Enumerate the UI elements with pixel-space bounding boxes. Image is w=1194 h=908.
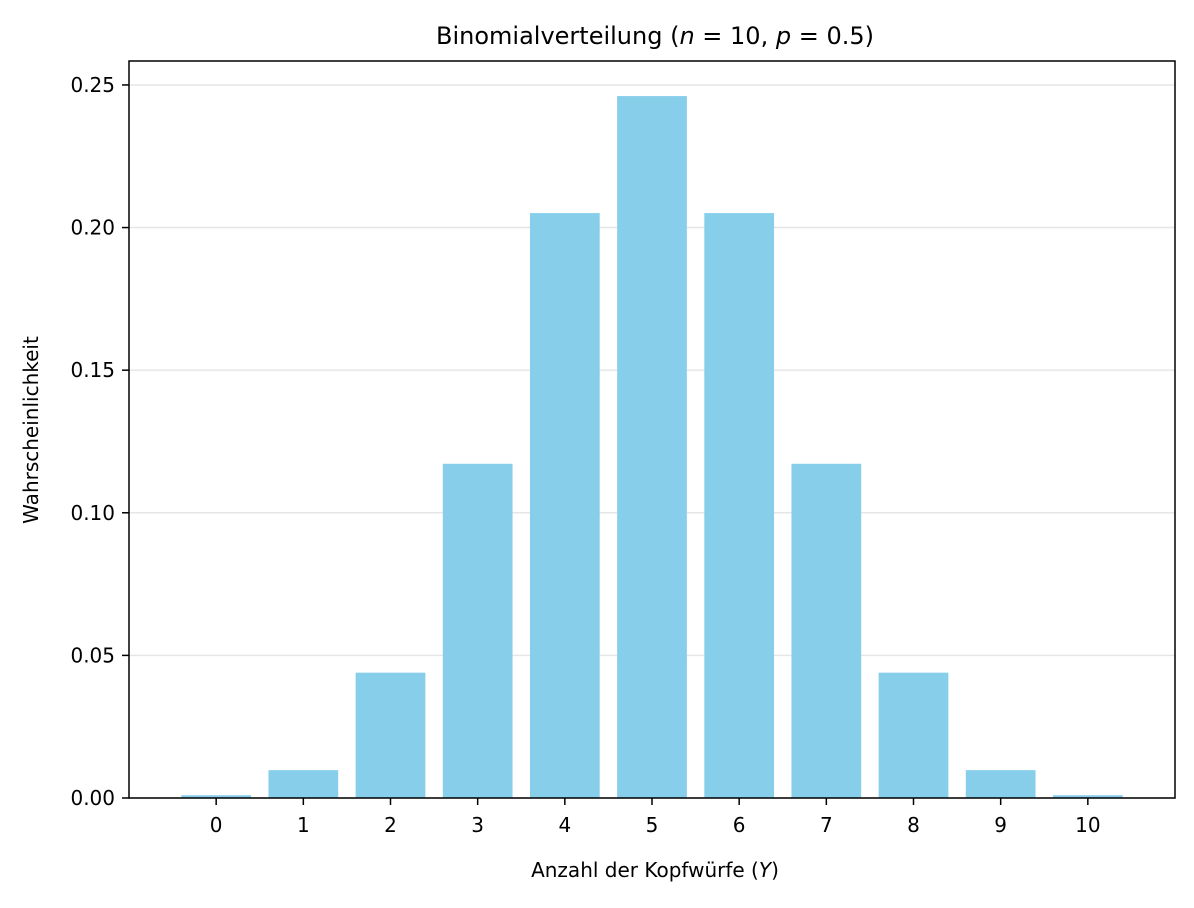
- x-tick-label: 6: [733, 813, 746, 837]
- bars: [181, 96, 1123, 799]
- x-axis-ticks: 0 1 2 3 4 5 6 7 8 9 10: [210, 798, 1101, 837]
- x-tick-label: 0: [210, 813, 223, 837]
- x-tick-label: 3: [471, 813, 484, 837]
- y-tick-label: 0.15: [70, 358, 115, 382]
- y-tick-label: 0.25: [70, 73, 115, 97]
- y-tick-label: 0.20: [70, 216, 115, 240]
- x-tick-label: 7: [820, 813, 833, 837]
- x-tick-label: 10: [1075, 813, 1100, 837]
- y-tick-label: 0.00: [70, 786, 115, 810]
- bar-1: [268, 770, 339, 798]
- bar-4: [529, 213, 600, 798]
- bar-3: [442, 463, 513, 798]
- bar-2: [355, 672, 426, 798]
- x-axis-label: Anzahl der Kopfwürfe (Y): [531, 858, 779, 882]
- bar-7: [791, 463, 862, 798]
- bar-5: [617, 96, 687, 799]
- y-tick-label: 0.05: [70, 643, 115, 667]
- bar-9: [965, 770, 1036, 798]
- x-tick-label: 1: [297, 813, 310, 837]
- bar-10: [1052, 795, 1123, 798]
- x-tick-label: 5: [646, 813, 659, 837]
- bar-8: [878, 672, 949, 798]
- x-tick-label: 4: [558, 813, 571, 837]
- x-tick-label: 9: [994, 813, 1007, 837]
- y-tick-label: 0.10: [70, 501, 115, 525]
- bar-6: [704, 213, 775, 798]
- y-axis-label: Wahrscheinlichkeit: [19, 336, 43, 524]
- x-tick-label: 2: [384, 813, 397, 837]
- chart-title: Binomialverteilung (n = 10, p = 0.5): [436, 22, 874, 50]
- y-axis-ticks: 0.00 0.05 0.10 0.15 0.20 0.25: [70, 73, 129, 810]
- x-tick-label: 8: [907, 813, 920, 837]
- bar-0: [181, 795, 252, 798]
